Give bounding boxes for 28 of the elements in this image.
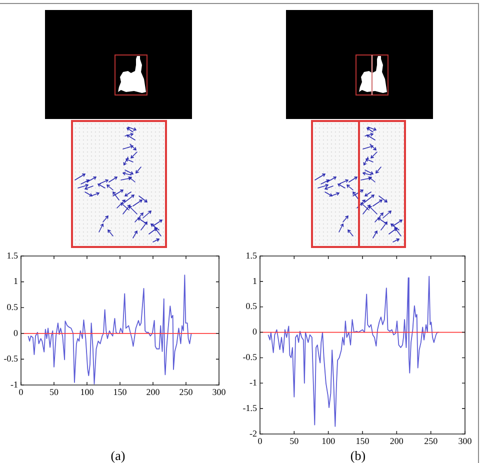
y-tick-label: -2 bbox=[250, 428, 257, 438]
x-tick-label: 100 bbox=[322, 436, 336, 446]
y-tick-label: -1 bbox=[10, 379, 18, 390]
x-tick-label: 150 bbox=[356, 436, 370, 446]
y-tick-label: 1.5 bbox=[6, 250, 18, 260]
text: (a) bbox=[110, 448, 126, 463]
x-tick-label: 250 bbox=[179, 386, 194, 397]
x-tick-label: 100 bbox=[80, 386, 94, 397]
x-tick-label: 300 bbox=[458, 436, 472, 446]
y-tick-label: 0.5 bbox=[6, 302, 18, 312]
x-tick-label: 50 bbox=[290, 436, 300, 446]
y-tick-label: 0 bbox=[14, 328, 18, 338]
x-tick-label: 50 bbox=[50, 386, 59, 397]
y-tick-label: 0.5 bbox=[246, 301, 258, 312]
y-tick-label: -0.5 bbox=[4, 354, 18, 364]
y-tick-label: -1 bbox=[250, 378, 257, 388]
x-tick-label: 150 bbox=[113, 386, 128, 397]
text: (b) bbox=[350, 448, 366, 463]
x-tick-label: 250 bbox=[424, 436, 438, 446]
x-tick-label: 200 bbox=[390, 436, 404, 446]
y-tick-label: 1 bbox=[252, 276, 257, 286]
y-tick-label: 1.5 bbox=[246, 250, 258, 260]
y-tick-label: -1.5 bbox=[242, 402, 258, 413]
y-tick-label: 0 bbox=[252, 326, 258, 337]
x-tick-label: 300 bbox=[212, 386, 226, 397]
y-tick-label: 1 bbox=[14, 276, 18, 286]
y-tick-label: -0.5 bbox=[242, 352, 258, 362]
x-tick-label: 200 bbox=[146, 386, 160, 397]
